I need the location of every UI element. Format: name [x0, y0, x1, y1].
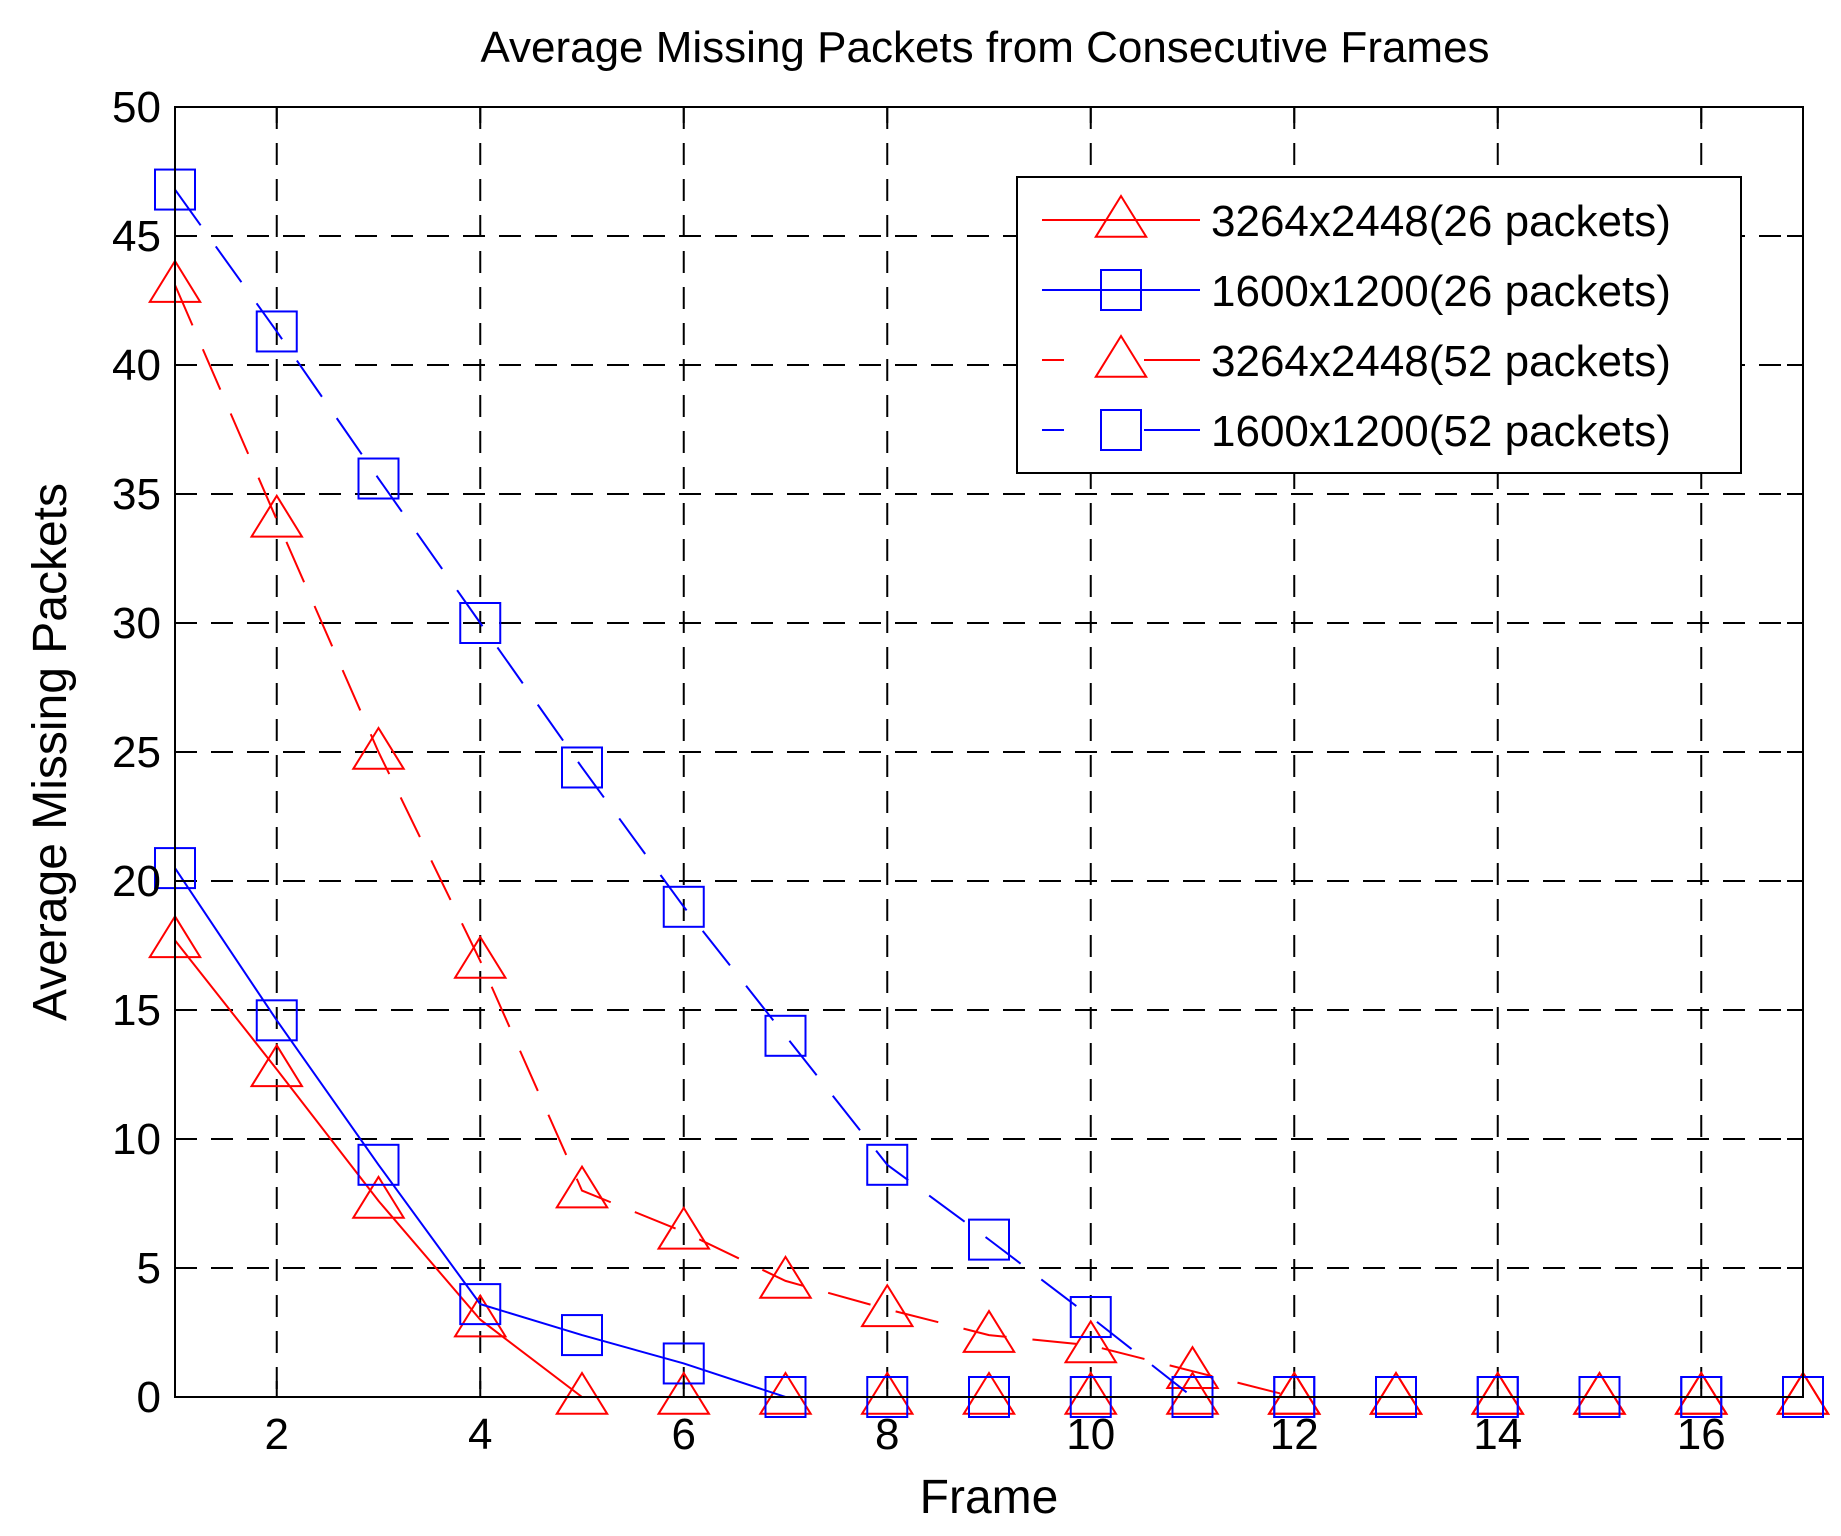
- legend-label: 3264x2448(26 packets): [1211, 197, 1671, 246]
- data-point-marker: [255, 999, 298, 1042]
- y-tick-label: 40: [112, 341, 161, 390]
- x-tick-label: 16: [1677, 1410, 1726, 1459]
- x-tick-label: 6: [672, 1410, 696, 1459]
- chart-title: Average Missing Packets from Consecutive…: [480, 23, 1489, 72]
- y-tick-label: 0: [137, 1373, 161, 1422]
- data-point-marker: [1369, 1371, 1423, 1415]
- legend-marker: [1094, 334, 1148, 378]
- x-tick-label: 10: [1066, 1410, 1115, 1459]
- legend-item: 1600x1200(26 packets): [1042, 267, 1671, 316]
- y-tick-label: 10: [112, 1115, 161, 1164]
- x-tick-label: 4: [468, 1410, 492, 1459]
- data-point-marker: [561, 1314, 603, 1357]
- data-point-marker: [860, 1371, 915, 1415]
- data-point-marker: [656, 1205, 711, 1250]
- data-point-marker: [357, 457, 400, 500]
- data-point-marker: [1267, 1371, 1322, 1415]
- data-point-marker: [255, 310, 298, 353]
- legend-marker: [1100, 409, 1142, 451]
- data-point-marker: [453, 1293, 508, 1338]
- data-point-marker: [962, 1371, 1016, 1415]
- y-tick-label: 35: [112, 470, 161, 519]
- data-point-marker: [866, 1143, 909, 1186]
- legend-item: 3264x2448(26 packets): [1042, 194, 1671, 246]
- y-tick-label: 45: [112, 212, 161, 261]
- data-point-marker: [1470, 1371, 1525, 1415]
- legend-item: 1600x1200(52 packets): [1042, 407, 1671, 456]
- y-axis-label: Average Missing Packets: [24, 483, 77, 1021]
- data-point-marker: [561, 746, 603, 789]
- data-point-marker: [555, 1164, 609, 1209]
- data-point-marker: [962, 1309, 1016, 1353]
- legend-label: 1600x1200(52 packets): [1211, 407, 1671, 456]
- y-tick-label: 25: [112, 728, 161, 777]
- legend-marker: [1100, 269, 1142, 311]
- data-point-marker: [1063, 1371, 1118, 1415]
- data-point-marker: [1674, 1371, 1729, 1415]
- data-point-marker: [764, 1014, 807, 1057]
- legend-label: 1600x1200(26 packets): [1211, 267, 1671, 316]
- data-point-marker: [662, 885, 705, 928]
- x-tick-label: 8: [875, 1410, 899, 1459]
- data-point-marker: [555, 1371, 609, 1415]
- data-point-marker: [860, 1283, 915, 1328]
- data-point-marker: [351, 726, 406, 770]
- x-axis-label: Frame: [920, 1471, 1059, 1524]
- y-tick-label: 20: [112, 857, 161, 906]
- data-point-marker: [968, 1218, 1010, 1261]
- data-point-marker: [1776, 1371, 1830, 1415]
- data-point-marker: [453, 935, 508, 979]
- legend-box: [1016, 176, 1742, 474]
- y-tick-label: 30: [112, 599, 161, 648]
- data-point-marker: [357, 1143, 400, 1186]
- legend-label: 3264x2448(52 packets): [1211, 337, 1671, 386]
- x-tick-label: 14: [1473, 1410, 1522, 1459]
- data-point-marker: [351, 1175, 406, 1219]
- data-point-marker: [656, 1371, 711, 1415]
- legend-item: 3264x2448(52 packets): [1042, 334, 1671, 386]
- data-point-marker: [249, 493, 304, 538]
- data-point-marker: [459, 602, 502, 644]
- data-point-marker: [1572, 1371, 1627, 1415]
- y-tick-label: 5: [137, 1244, 161, 1293]
- grid-lines: [175, 107, 1803, 1397]
- data-point-marker: [1063, 1319, 1118, 1364]
- data-point-marker: [1165, 1345, 1220, 1389]
- y-tick-label: 50: [112, 83, 161, 132]
- legend: 3264x2448(26 packets) 1600x1200(26 packet…: [1016, 176, 1742, 474]
- x-tick-label: 12: [1270, 1410, 1319, 1459]
- data-point-marker: [758, 1254, 813, 1299]
- y-tick-label: 15: [112, 986, 161, 1035]
- data-point-marker: [1069, 1296, 1112, 1339]
- x-tick-label: 2: [265, 1410, 289, 1459]
- data-point-marker: [249, 1043, 304, 1088]
- data-point-marker: [1165, 1371, 1220, 1415]
- data-point-marker: [459, 1283, 502, 1326]
- axis-ticks: 2 4 6 8 10 12 14 16 0 5 10 15 20 25 30 35 40 45 50: [112, 83, 1803, 1459]
- legend-marker: [1094, 194, 1148, 238]
